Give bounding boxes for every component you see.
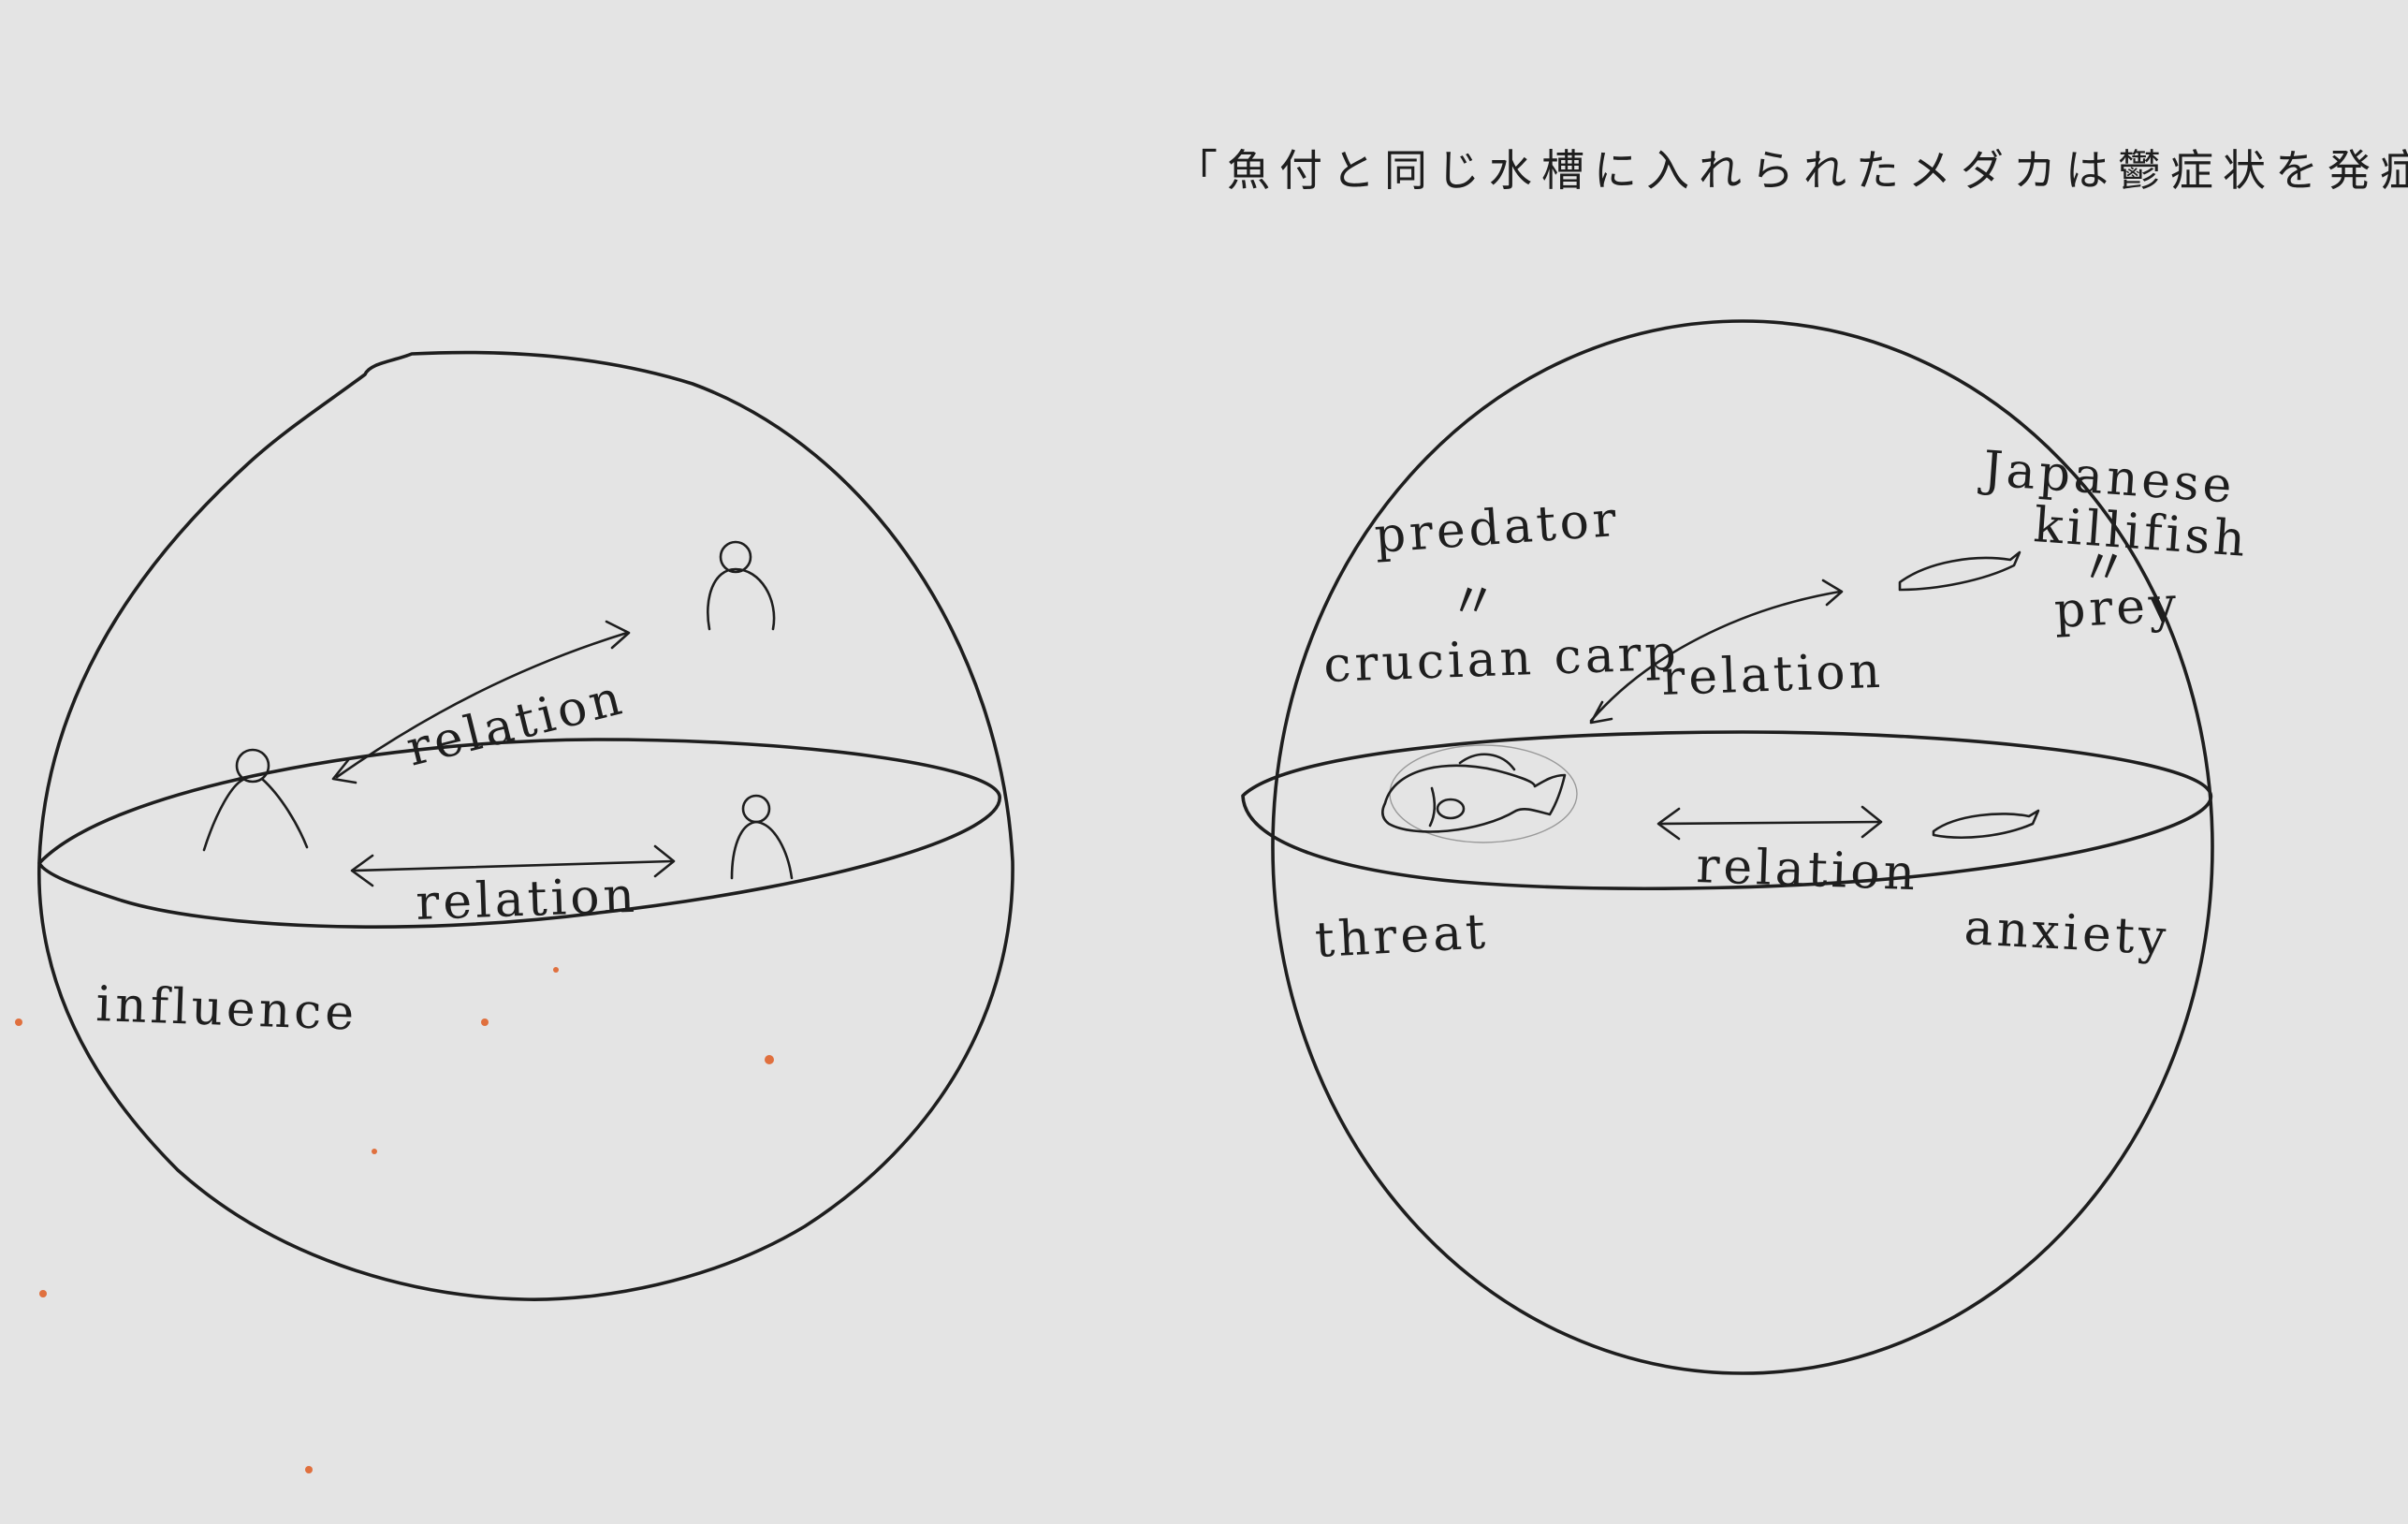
threat-label: threat [1314,903,1491,969]
right-upper-arrow [1589,579,1844,725]
influence-label: influence [95,976,359,1042]
prey-equals-mark: 〃 [2080,540,2132,596]
person-right [730,794,794,880]
killifish-upper-icon [1898,550,2021,592]
prey-label: prey [2053,577,2182,639]
crucian-carp-label: crucian carp [1322,625,1680,694]
caption-text: 「魚付と同じ水槽に入れられたメダカは鬱症状を発症する」 [1175,145,2408,196]
right-lower-arrow [1656,805,1883,841]
anxiety-label: anxiety [1963,900,2170,966]
right-equator-ellipse [1241,730,2213,890]
predator-label: predator [1373,491,1622,564]
left-equator-ellipse [37,738,1001,929]
person-left [202,748,309,852]
right-sphere-outline [1271,319,2214,1375]
left-diagram: relation relation influence [37,350,1014,1301]
left-upper-relation-label: relation [401,669,631,778]
left-lower-relation-label: relation [415,868,639,931]
right-lower-relation-label: relation [1696,838,1920,901]
predator-equals-mark: 〃 [1449,574,1501,630]
left-lower-arrow [350,844,676,887]
right-diagram: predator 〃 crucian carp Japanese killifi… [1241,319,2251,1375]
person-top [707,540,776,631]
crucian-carp-icon [1381,744,1578,843]
killifish-lower-icon [1932,809,2040,839]
right-upper-relation-label: relation [1660,643,1885,707]
left-upper-arrow [331,620,631,784]
left-sphere-outline [37,350,1014,1301]
paper-specks [15,967,774,1473]
